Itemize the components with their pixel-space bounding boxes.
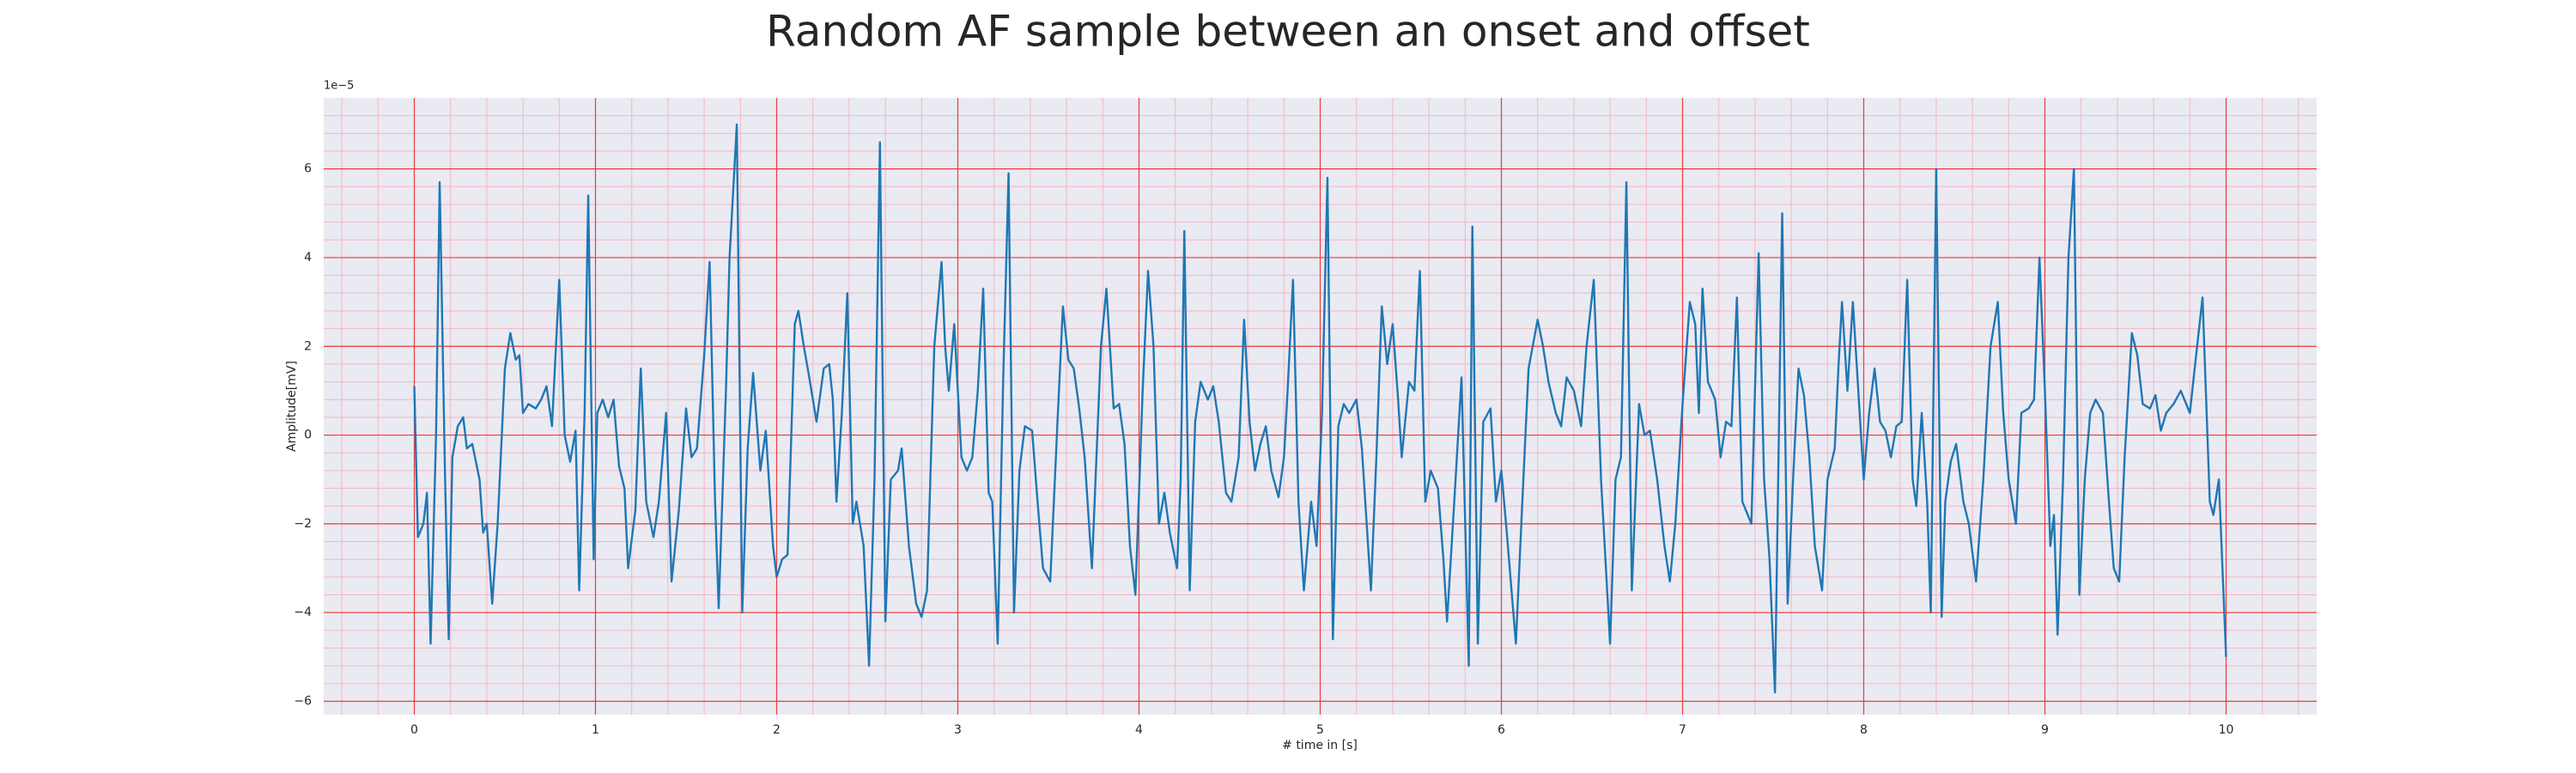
y-tick-label: 4 bbox=[304, 251, 312, 265]
data-line bbox=[413, 123, 2227, 694]
x-tick-label: 10 bbox=[2219, 723, 2234, 737]
x-tick-label: 7 bbox=[1679, 723, 1686, 737]
y-tick-label: −4 bbox=[294, 606, 312, 619]
x-axis-label: # time in [s] bbox=[1282, 739, 1358, 752]
x-tick-label: 5 bbox=[1316, 723, 1324, 737]
x-tick-label: 1 bbox=[592, 723, 599, 737]
y-tick-label: 0 bbox=[304, 429, 312, 442]
y-tick-label: 2 bbox=[304, 339, 312, 353]
x-tick-label: 4 bbox=[1135, 723, 1143, 737]
y-tick-label: 6 bbox=[304, 162, 312, 176]
x-tick-label: 6 bbox=[1498, 723, 1505, 737]
x-tick-label: 2 bbox=[773, 723, 781, 737]
y-axis-label: Amplitude[mV] bbox=[285, 361, 299, 452]
x-tick-label: 0 bbox=[410, 723, 418, 737]
x-tick-label: 9 bbox=[2041, 723, 2049, 737]
chart-title: Random AF sample between an onset and of… bbox=[766, 7, 1810, 57]
y-tick-label: −2 bbox=[294, 517, 312, 531]
y-offset-label: 1e−5 bbox=[324, 80, 354, 93]
x-tick-label: 3 bbox=[954, 723, 962, 737]
y-tick-label: −6 bbox=[294, 695, 312, 709]
x-tick-label: 8 bbox=[1860, 723, 1868, 737]
